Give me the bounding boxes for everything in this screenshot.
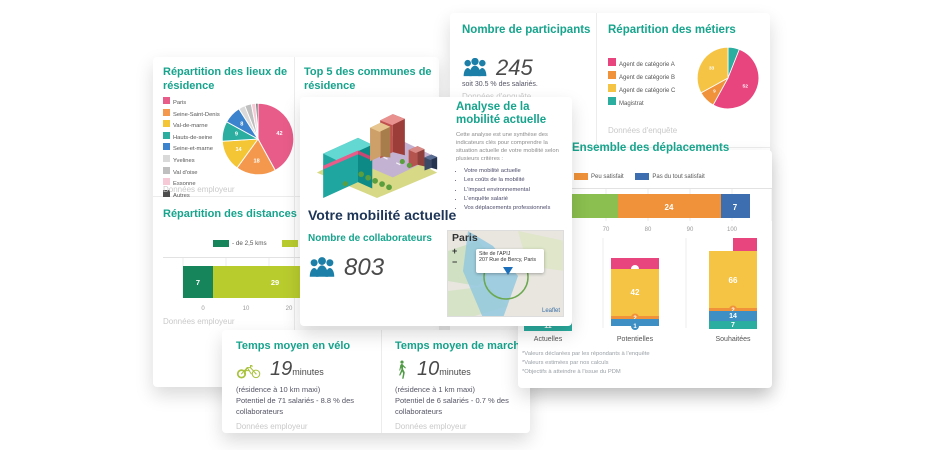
svg-text:100: 100 <box>727 227 738 233</box>
svg-text:Potentielles: Potentielles <box>617 336 654 343</box>
svg-text:7: 7 <box>196 278 200 287</box>
svg-text:Actuelles: Actuelles <box>534 336 563 343</box>
svg-text:70: 70 <box>603 227 610 233</box>
svg-text:Souhaitées: Souhaitées <box>715 336 751 343</box>
svg-text:14: 14 <box>729 313 737 320</box>
svg-text:7: 7 <box>733 203 738 212</box>
svg-text:42: 42 <box>276 131 282 137</box>
svg-text:9: 9 <box>235 132 238 138</box>
svg-text:52: 52 <box>743 83 749 89</box>
svg-text:7: 7 <box>731 322 735 329</box>
svg-text:24: 24 <box>665 203 674 212</box>
svg-text:20: 20 <box>286 306 293 312</box>
svg-text:33: 33 <box>709 66 715 72</box>
svg-text:18: 18 <box>254 159 260 165</box>
svg-text:90: 90 <box>687 227 694 233</box>
svg-text:80: 80 <box>645 227 652 233</box>
svg-text:10: 10 <box>243 306 250 312</box>
svg-text:29: 29 <box>271 278 279 287</box>
svg-text:42: 42 <box>631 288 640 297</box>
svg-text:8: 8 <box>240 121 243 127</box>
svg-text:66: 66 <box>729 276 738 285</box>
svg-text:14: 14 <box>235 147 242 153</box>
svg-text:0: 0 <box>201 306 205 312</box>
